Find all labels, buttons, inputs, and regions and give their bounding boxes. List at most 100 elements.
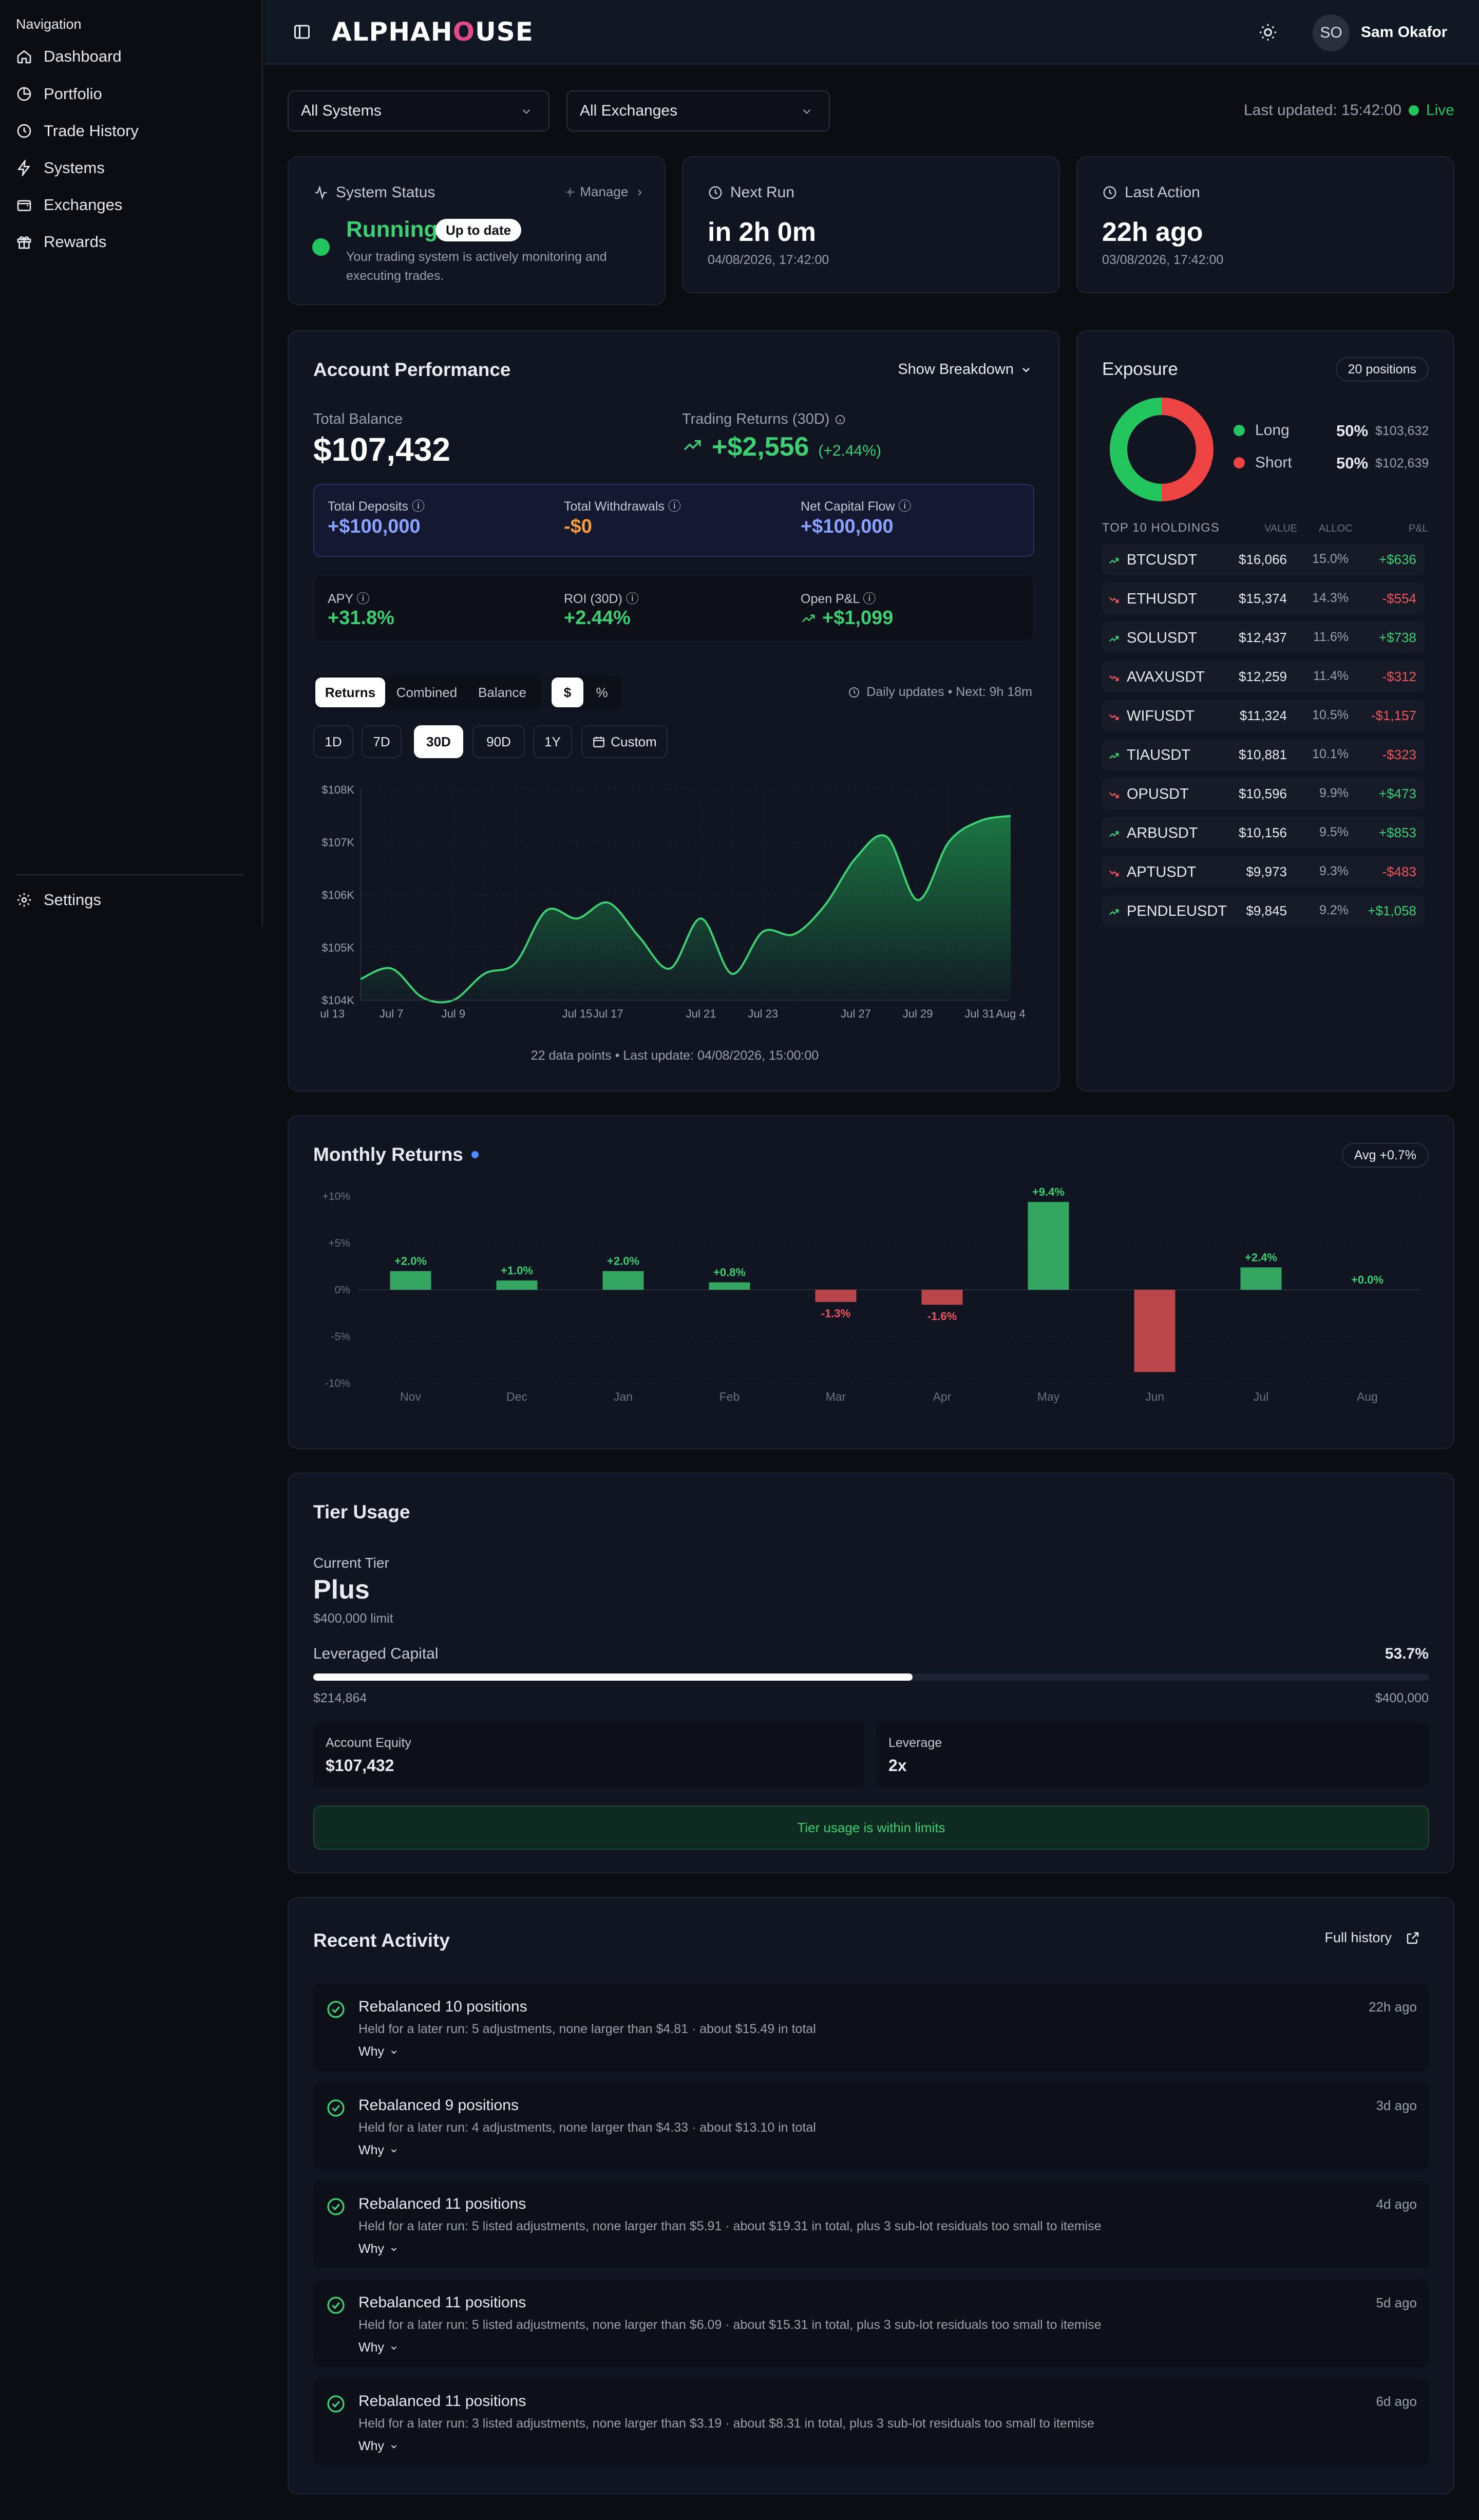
info-icon[interactable]: ⓘ (863, 592, 876, 606)
theme-toggle-icon[interactable] (1258, 23, 1278, 42)
activity-item: Rebalanced 9 positions Held for a later r… (313, 2082, 1429, 2170)
info-icon[interactable] (835, 414, 846, 425)
sidebar-item-dashboard[interactable]: Dashboard (16, 42, 122, 71)
account-performance-card: Account Performance Show Breakdown Total… (288, 330, 1060, 1092)
bar[interactable] (1134, 1290, 1175, 1372)
holding-symbol: SOLUSDT (1127, 630, 1197, 646)
systems-select[interactable]: All Systems (288, 90, 549, 131)
holding-row[interactable]: AVAXUSDT $12,259 11.4% -$312 (1102, 661, 1425, 692)
holding-value: $16,066 (1239, 552, 1287, 567)
holding-row[interactable]: SOLUSDT $12,437 11.6% +$738 (1102, 622, 1425, 653)
y-tick-label: $105K (321, 942, 354, 954)
trend-up-icon (1108, 632, 1120, 649)
bolt-icon (17, 160, 30, 176)
card-title: Tier Usage (313, 1501, 410, 1522)
chevron-down-icon (391, 2346, 397, 2350)
why-toggle[interactable]: Why (358, 2143, 399, 2158)
manage-link[interactable]: Manage › (564, 184, 642, 200)
holding-row[interactable]: TIAUSDT $10,881 10.1% -$323 (1102, 739, 1425, 770)
sidebar-item-trade-history[interactable]: Trade History (16, 117, 139, 145)
holding-pnl: -$312 (1382, 669, 1417, 684)
info-icon[interactable]: ⓘ (898, 499, 912, 514)
last-action-value: 22h ago (1102, 217, 1203, 247)
exchanges-select-value: All Exchanges (580, 102, 678, 119)
apy-value: +31.8% (328, 607, 394, 629)
tab-balance[interactable]: Balance (478, 684, 526, 700)
col-pnl: P&L (1409, 523, 1428, 534)
trend-down-icon (1108, 593, 1120, 610)
activity-item: Rebalanced 10 positions Held for a later … (313, 1984, 1429, 2071)
holding-value: $12,437 (1239, 630, 1287, 645)
holding-row[interactable]: ETHUSDT $15,374 14.3% -$554 (1102, 582, 1425, 614)
info-icon[interactable]: ⓘ (668, 499, 681, 514)
activity-icon (315, 185, 327, 200)
range-90d[interactable]: 90D (472, 725, 525, 758)
sidebar-toggle-icon[interactable] (293, 23, 311, 41)
why-toggle[interactable]: Why (358, 2340, 399, 2355)
usage-bar (313, 1673, 1429, 1681)
holding-symbol: AVAXUSDT (1127, 669, 1205, 685)
range-7d[interactable]: 7D (362, 725, 402, 758)
sidebar-item-systems[interactable]: Systems (16, 154, 105, 182)
trading-returns-value: +$2,556 (712, 432, 809, 462)
range-custom[interactable]: Custom (581, 725, 668, 758)
chevron-down-icon (522, 109, 530, 114)
net-flow-value: +$100,000 (801, 516, 894, 537)
bar[interactable] (815, 1290, 857, 1302)
unit-percent[interactable]: % (596, 684, 608, 700)
sidebar-item-portfolio[interactable]: Portfolio (16, 80, 102, 108)
tab-returns[interactable]: Returns (315, 678, 385, 707)
usage-used: $214,864 (313, 1691, 367, 1705)
sidebar-item-settings[interactable]: Settings (16, 886, 101, 914)
x-tick-label: Jul 31 (964, 1007, 995, 1020)
tier-usage-card: Tier Usage Current Tier Plus $400,000 li… (288, 1473, 1454, 1873)
info-icon[interactable]: ⓘ (356, 592, 370, 606)
x-tick-label: Nov (400, 1390, 421, 1403)
bar[interactable] (709, 1282, 750, 1290)
activity-title: Rebalanced 10 positions (358, 1998, 527, 2015)
holding-row[interactable]: ARBUSDT $10,156 9.5% +$853 (1102, 817, 1425, 849)
holding-row[interactable]: WIFUSDT $11,324 10.5% -$1,157 (1102, 700, 1425, 731)
info-icon[interactable]: ⓘ (625, 592, 639, 606)
monthly-returns-bar-chart: +10% +5% 0% -5% -10% +2.0% Nov +1.0% Dec +2.0% Jan… (323, 1186, 1420, 1403)
col-alloc: ALLOC (1319, 523, 1353, 534)
bar[interactable] (390, 1271, 431, 1290)
tier-status-banner: Tier usage is within limits (313, 1806, 1429, 1850)
holding-row[interactable]: OPUSDT $10,596 9.9% +$473 (1102, 778, 1425, 810)
range-1d[interactable]: 1D (313, 725, 353, 758)
bar[interactable] (602, 1271, 644, 1290)
logo[interactable]: ALPHAHOUSE (332, 17, 534, 47)
range-30d[interactable]: 30D (414, 725, 463, 758)
bar[interactable] (921, 1290, 963, 1305)
exchanges-select[interactable]: All Exchanges (566, 90, 830, 131)
bar[interactable] (1240, 1267, 1282, 1290)
activity-item: Rebalanced 11 positions Held for a later … (313, 2280, 1429, 2367)
unit-dollar[interactable]: $ (552, 678, 583, 707)
tab-combined[interactable]: Combined (396, 684, 458, 700)
activity-description: Held for a later run: 4 adjustments, non… (358, 2120, 816, 2135)
sidebar-item-rewards[interactable]: Rewards (16, 228, 106, 256)
y-tick-label: +5% (328, 1237, 350, 1249)
bar-value-label: +1.0% (501, 1264, 533, 1277)
holding-row[interactable]: BTCUSDT $16,066 15.0% +$636 (1102, 543, 1425, 575)
activity-time: 22h ago (1369, 1999, 1417, 2015)
show-breakdown-button[interactable]: Show Breakdown (898, 361, 1032, 378)
username[interactable]: Sam Okafor (1361, 24, 1448, 41)
full-history-link[interactable]: Full history (1324, 1930, 1420, 1946)
total-balance-label: Total Balance (313, 411, 403, 427)
x-tick-label: Jul 7 (380, 1007, 403, 1020)
holding-alloc: 9.2% (1319, 903, 1349, 917)
why-toggle[interactable]: Why (358, 2439, 399, 2454)
why-toggle[interactable]: Why (358, 2242, 399, 2256)
why-toggle[interactable]: Why (358, 2044, 399, 2059)
holding-row[interactable]: APTUSDT $9,973 9.3% -$483 (1102, 856, 1425, 888)
sidebar-item-exchanges[interactable]: Exchanges (16, 191, 122, 219)
holding-row[interactable]: PENDLEUSDT $9,845 9.2% +$1,058 (1102, 895, 1425, 927)
info-icon[interactable]: ⓘ (411, 499, 425, 514)
activity-time: 5d ago (1376, 2295, 1417, 2310)
range-1y[interactable]: 1Y (533, 725, 572, 758)
bar[interactable] (496, 1280, 538, 1290)
sidebar-item-label: Trade History (44, 122, 139, 140)
bar[interactable] (1028, 1201, 1069, 1290)
avatar[interactable]: SO (1313, 14, 1350, 51)
